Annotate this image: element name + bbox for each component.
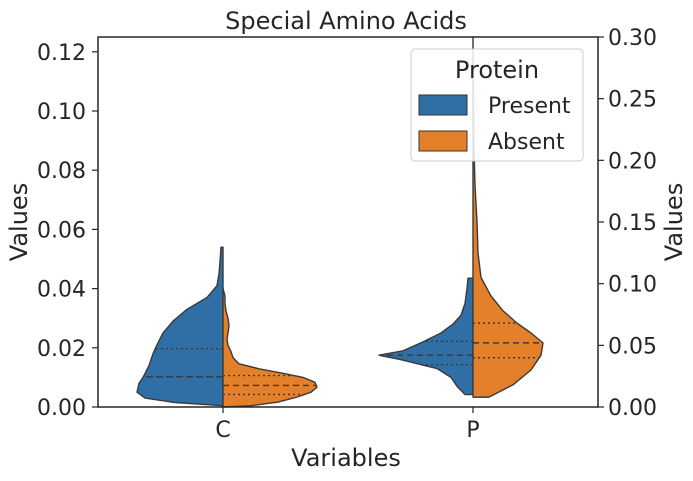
violin-present-p — [378, 277, 474, 396]
left-y-axis-label: Values — [5, 183, 33, 261]
legend-title: Protein — [455, 56, 539, 84]
right-y-tick-label: 0.30 — [608, 26, 657, 51]
left-y-axis: 0.00 0.02 0.04 0.06 0.08 0.10 0.12 — [37, 41, 98, 421]
legend: Protein Present Absent — [410, 48, 584, 162]
x-tick-label-p: P — [466, 418, 479, 443]
x-tick-label-c: C — [215, 418, 230, 443]
legend-label-absent: Absent — [488, 130, 565, 155]
left-y-tick-label: 0.00 — [37, 396, 86, 421]
violin-present-c — [136, 246, 224, 408]
right-y-tick-label: 0.10 — [608, 273, 657, 298]
right-y-tick-label: 0.20 — [608, 149, 657, 174]
right-y-axis: 0.00 0.05 0.10 0.15 0.20 0.25 0.30 — [598, 26, 657, 421]
x-axis-label: Variables — [291, 444, 401, 472]
legend-label-present: Present — [488, 94, 571, 119]
legend-swatch-present — [418, 94, 468, 116]
right-y-axis-label: Values — [660, 183, 688, 261]
violins-layer — [136, 36, 544, 408]
right-y-tick-label: 0.15 — [608, 211, 657, 236]
chart-title: Special Amino Acids — [225, 7, 467, 35]
right-y-tick-label: 0.25 — [608, 88, 657, 113]
legend-swatch-absent — [418, 130, 468, 152]
violin-absent-c — [222, 287, 318, 408]
left-y-tick-label: 0.12 — [37, 41, 86, 66]
left-y-tick-label: 0.10 — [37, 100, 86, 125]
right-y-tick-label: 0.00 — [608, 396, 657, 421]
left-y-tick-label: 0.08 — [37, 159, 86, 184]
left-y-tick-label: 0.02 — [37, 337, 86, 362]
left-y-tick-label: 0.04 — [37, 278, 86, 303]
left-y-tick-label: 0.06 — [37, 218, 86, 243]
right-y-tick-label: 0.05 — [608, 334, 657, 359]
